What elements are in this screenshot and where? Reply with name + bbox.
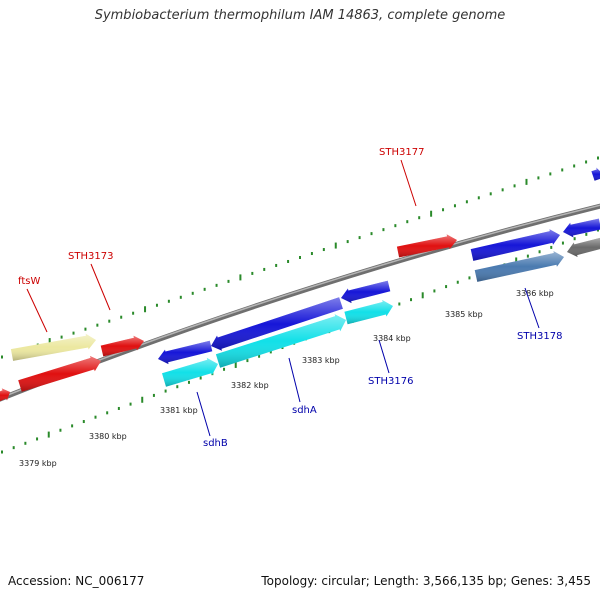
scale-label: 3383 kbp — [302, 356, 340, 365]
scale-label: 3380 kbp — [89, 432, 127, 441]
gene-label-sth3178[interactable]: STH3178 — [517, 331, 562, 342]
gene-features — [0, 167, 600, 402]
label-leader-line — [524, 287, 540, 329]
gene-label-sth3177[interactable]: STH3177 — [379, 147, 424, 158]
gene-arrow-sth3177-shading — [396, 234, 457, 258]
genome-summary-text: Topology: circular; Length: 3,566,135 bp… — [261, 574, 591, 588]
scale-labels: 3379 kbp 3380 kbp 3381 kbp 3382 kbp 3383 kbp… — [19, 289, 554, 468]
label-leader-line — [400, 159, 417, 207]
accession-text: Accession: NC_006177 — [8, 574, 145, 588]
gene-label-sdhb[interactable]: sdhB — [203, 438, 228, 449]
gene-arrow-sth3173-shading — [100, 335, 144, 357]
gene-arrow-blue-3-shading — [341, 280, 391, 304]
label-leader-line — [196, 391, 211, 437]
map-title: Symbiobacterium thermophilum IAM 14863, … — [94, 8, 506, 23]
gene-arrow-blue-4-shading — [470, 229, 560, 261]
gene-label-ftsw[interactable]: ftsW — [18, 276, 40, 287]
gene-labels: ftsW STH3173 STH3177 sdhB sdhA STH3176 STH3178 — [18, 147, 562, 449]
scale-label: 3386 kbp — [516, 289, 554, 298]
gene-arrow-blue-1-shading — [158, 340, 213, 365]
label-leader-line — [26, 288, 48, 333]
gene-arrow-red-1-shading — [18, 356, 102, 392]
gene-arrow-sdha-shading — [215, 314, 346, 368]
gene-arrow-sth3178-shading — [474, 251, 564, 282]
label-leader-line — [378, 339, 390, 374]
gene-label-sth3173[interactable]: STH3173 — [68, 251, 113, 262]
gene-arrow-ftsw-shading — [10, 333, 96, 361]
gene-arrow-sth3176-shading — [344, 300, 393, 325]
scale-label: 3381 kbp — [160, 406, 198, 415]
gene-arrow-edge-red-shading — [0, 388, 10, 402]
sequence-backbone — [0, 203, 600, 402]
label-leader-line — [90, 263, 111, 311]
gene-label-sdha[interactable]: sdhA — [292, 405, 317, 416]
label-leader-line — [288, 357, 301, 403]
gene-arrow-blue-5-shading — [563, 218, 600, 238]
gene-label-sth3176[interactable]: STH3176 — [368, 376, 413, 387]
gene-arrow-sdhb-shading — [162, 357, 218, 387]
gene-arrow-blue-edge-shading — [591, 167, 600, 181]
backbone-line — [0, 203, 600, 402]
scale-label: 3379 kbp — [19, 459, 57, 468]
gene-arrow-grey-shading — [567, 237, 600, 257]
scale-label: 3384 kbp — [373, 334, 411, 343]
gene-arrow-blue-2-shading — [211, 297, 343, 351]
scale-label: 3385 kbp — [445, 310, 483, 319]
scale-label: 3382 kbp — [231, 381, 269, 390]
